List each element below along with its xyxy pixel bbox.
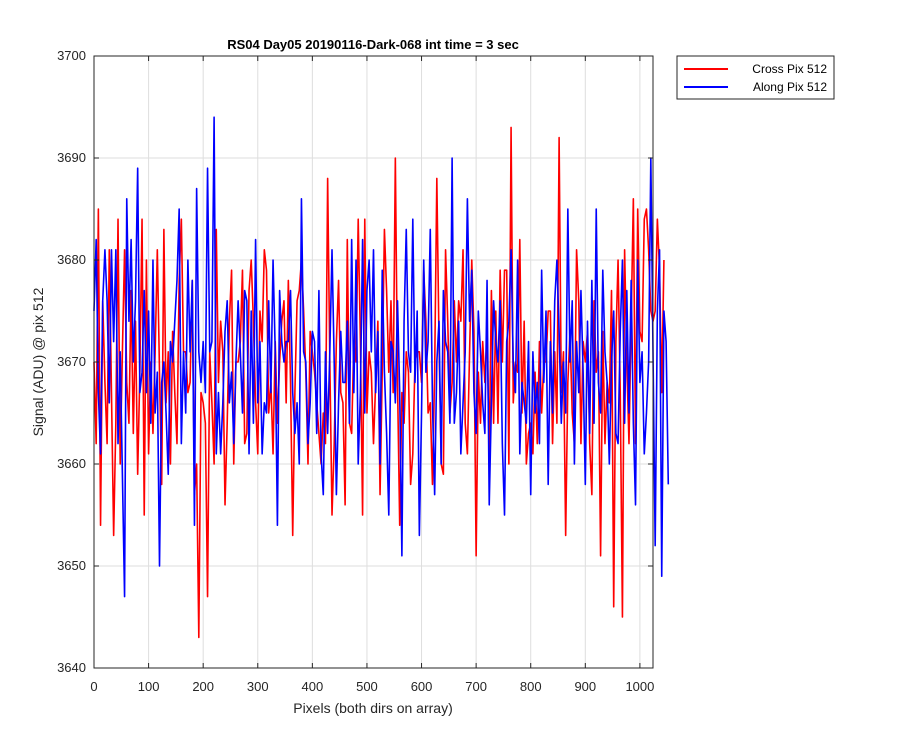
y-tick-label: 3690 xyxy=(57,150,86,165)
x-tick-label: 600 xyxy=(411,679,433,694)
y-tick-label: 3640 xyxy=(57,660,86,675)
y-tick-label: 3650 xyxy=(57,558,86,573)
x-tick-label: 700 xyxy=(465,679,487,694)
x-tick-label: 500 xyxy=(356,679,378,694)
y-tick-label: 3670 xyxy=(57,354,86,369)
x-tick-label: 300 xyxy=(247,679,269,694)
y-tick-label: 3680 xyxy=(57,252,86,267)
legend: Cross Pix 512 Along Pix 512 xyxy=(676,55,835,100)
legend-label-cross: Cross Pix 512 xyxy=(752,62,827,76)
x-tick-label: 0 xyxy=(90,679,97,694)
x-tick-label: 900 xyxy=(574,679,596,694)
y-ticks: 3640 3650 3660 3670 3680 3690 3700 xyxy=(57,48,653,675)
x-tick-label: 400 xyxy=(302,679,324,694)
y-tick-label: 3660 xyxy=(57,456,86,471)
x-tick-label: 1000 xyxy=(625,679,654,694)
legend-box xyxy=(676,55,835,100)
y-tick-label: 3700 xyxy=(57,48,86,63)
chart-title: RS04 Day05 20190116-Dark-068 int time = … xyxy=(227,37,519,52)
x-tick-label: 200 xyxy=(192,679,214,694)
series-layer xyxy=(93,116,670,639)
x-tick-label: 100 xyxy=(138,679,160,694)
x-tick-label: 800 xyxy=(520,679,542,694)
x-ticks: 0 100 200 300 400 500 600 700 800 900 1000 xyxy=(90,56,654,694)
y-axis-label: Signal (ADU) @ pix 512 xyxy=(30,287,46,436)
series-line-1 xyxy=(93,116,670,598)
x-axis-label: Pixels (both dirs on array) xyxy=(293,700,453,716)
legend-label-along: Along Pix 512 xyxy=(753,80,827,94)
